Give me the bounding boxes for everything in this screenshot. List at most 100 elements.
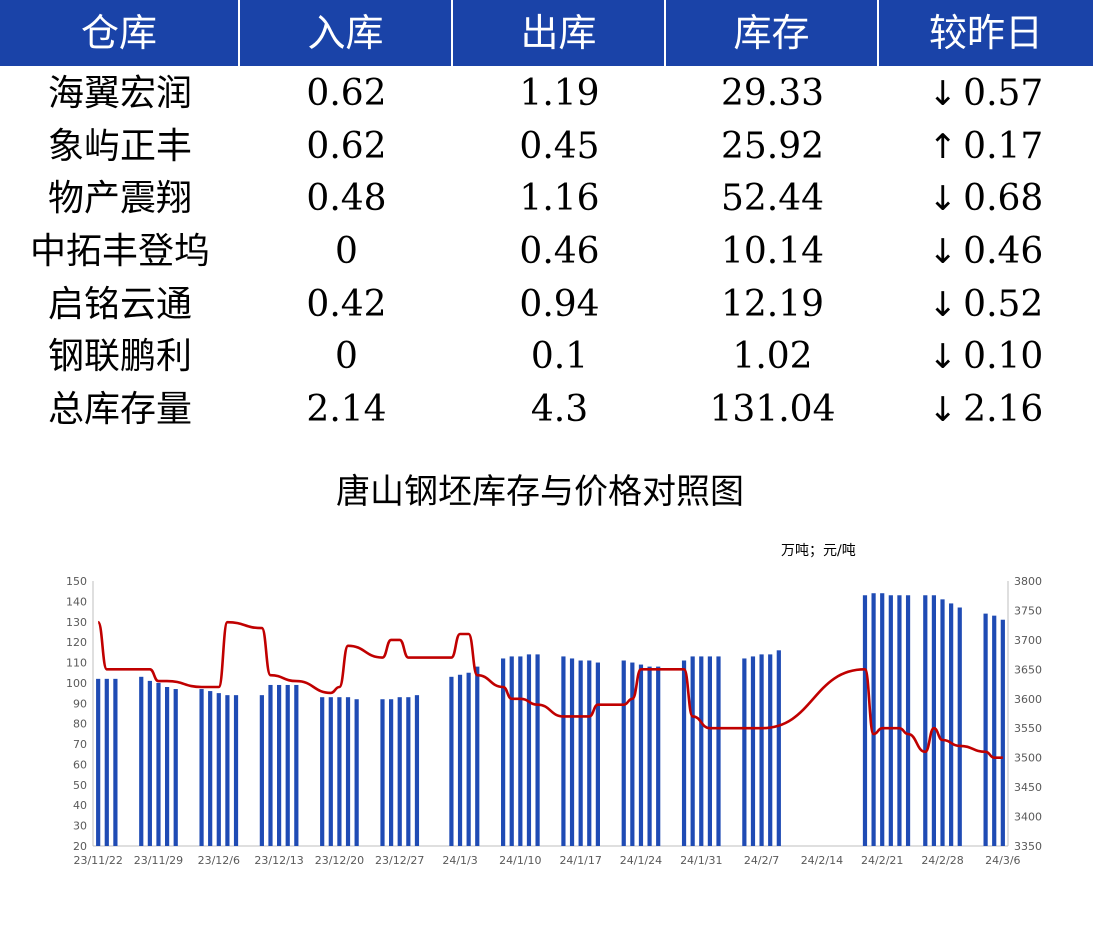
table-row: 物产震翔 0.48 1.16 52.44 ↓ 0.68 xyxy=(0,171,1093,224)
change-cell: ↓ 0.57 xyxy=(879,66,1093,119)
inventory-bar xyxy=(897,595,902,846)
change-cell: ↑ 0.17 xyxy=(879,119,1093,172)
warehouse-name: 海翼宏润 xyxy=(47,73,192,114)
inventory-bar xyxy=(750,656,756,846)
inventory-bar xyxy=(569,658,575,846)
y-right-tick-label: 3500 xyxy=(1014,752,1042,765)
table-row: 海翼宏润 0.62 1.19 29.33 ↓ 0.57 xyxy=(0,66,1093,119)
change-cell: ↓ 0.46 xyxy=(879,224,1093,277)
header-warehouse: 仓库 xyxy=(0,0,240,66)
outbound-value: 4.3 xyxy=(530,389,589,431)
y-right-tick-label: 3600 xyxy=(1014,693,1042,706)
x-tick-label: 24/1/31 xyxy=(680,854,722,867)
inventory-bar xyxy=(501,658,506,846)
inventory-bar xyxy=(681,660,687,846)
y-right-tick-label: 3550 xyxy=(1014,722,1042,735)
x-tick-label: 23/12/27 xyxy=(375,854,424,867)
inventory-bar xyxy=(199,689,204,846)
inventory-bar xyxy=(905,595,911,846)
x-tick-label: 24/2/28 xyxy=(921,854,963,867)
table-body: 海翼宏润 0.62 1.19 29.33 ↓ 0.57 象屿正丰 0.62 0.45 25.92 ↑… xyxy=(0,66,1093,435)
inventory-bar xyxy=(656,666,661,846)
inventory-bar xyxy=(216,693,221,846)
inventory-bar xyxy=(707,656,712,846)
inbound-value: 0.62 xyxy=(306,125,387,167)
inventory-bar xyxy=(587,660,592,846)
inbound-value: 0 xyxy=(335,231,358,273)
stock-value: 12.19 xyxy=(720,283,825,325)
inventory-bar xyxy=(147,680,152,846)
stock-value: 52.44 xyxy=(720,178,825,220)
stock-value: 131.04 xyxy=(709,389,836,431)
inventory-bar xyxy=(595,662,600,846)
inventory-bar xyxy=(518,656,523,846)
change-value: 0.46 xyxy=(963,231,1044,273)
arrow-up-icon: ↑ xyxy=(928,126,958,167)
y-left-tick-label: 60 xyxy=(73,758,87,771)
stock-value: 10.14 xyxy=(720,231,825,273)
inventory-bar xyxy=(466,672,471,846)
inventory-bar xyxy=(475,666,480,846)
inventory-bar xyxy=(164,687,170,846)
inventory-bar xyxy=(354,699,359,846)
change-cell: ↓ 0.52 xyxy=(879,277,1093,330)
stock-value: 29.33 xyxy=(720,73,825,114)
inventory-bar xyxy=(294,684,299,846)
x-tick-label: 24/1/17 xyxy=(559,854,601,867)
warehouse-name: 启铭云通 xyxy=(47,283,192,325)
table-row: 中拓丰登坞 0 0.46 10.14 ↓ 0.46 xyxy=(0,224,1093,277)
y-right-tick-label: 3700 xyxy=(1014,634,1042,647)
inbound-value: 0.42 xyxy=(306,283,387,325)
inventory-bar xyxy=(992,615,997,846)
x-tick-label: 23/12/6 xyxy=(198,854,240,867)
y-left-tick-label: 40 xyxy=(73,799,87,812)
inventory-bar xyxy=(259,695,264,846)
x-tick-label: 23/12/13 xyxy=(254,854,303,867)
table-header: 仓库 入库 出库 库存 较昨日 xyxy=(0,0,1093,66)
inventory-bar xyxy=(862,595,868,846)
inventory-bar xyxy=(173,689,178,846)
inventory-bar xyxy=(923,595,928,846)
warehouse-table: 仓库 入库 出库 库存 较昨日 海翼宏润 0.62 1.19 29.33 ↓ 0.57 象屿… xyxy=(0,0,1093,435)
inventory-bar xyxy=(277,684,282,846)
inventory-bar xyxy=(337,697,342,846)
inventory-bar xyxy=(345,697,351,846)
warehouse-name: 钢联鹏利 xyxy=(47,336,192,378)
inventory-bar xyxy=(208,691,213,846)
inventory-bar xyxy=(638,664,644,846)
inventory-bar xyxy=(768,654,773,846)
inventory-bar xyxy=(759,654,764,846)
table-row: 钢联鹏利 0 0.1 1.02 ↓ 0.10 xyxy=(0,329,1093,382)
inbound-value: 0.62 xyxy=(306,73,387,114)
y-right-tick-label: 3750 xyxy=(1014,604,1042,617)
table-row: 象屿正丰 0.62 0.45 25.92 ↑ 0.17 xyxy=(0,119,1093,172)
inventory-bar xyxy=(406,697,411,846)
change-cell: ↓ 0.10 xyxy=(879,329,1093,382)
arrow-down-icon: ↓ xyxy=(928,232,958,273)
change-value: 0.68 xyxy=(963,178,1044,220)
outbound-value: 0.94 xyxy=(519,283,600,325)
x-tick-label: 24/1/3 xyxy=(442,854,477,867)
inventory-bar xyxy=(716,656,721,846)
header-outbound: 出库 xyxy=(453,0,666,66)
arrow-down-icon: ↓ xyxy=(928,179,958,220)
inventory-bar xyxy=(380,699,385,846)
inventory-bar xyxy=(957,607,962,846)
inventory-bar xyxy=(621,660,626,846)
inbound-value: 0.48 xyxy=(306,178,387,220)
y-right-tick-label: 3350 xyxy=(1014,840,1042,853)
inventory-bar xyxy=(414,695,420,846)
chart-title: 唐山钢坯库存与价格对照图 xyxy=(336,472,744,512)
inventory-bar xyxy=(742,658,747,846)
inventory-bar xyxy=(931,595,937,846)
inventory-bar xyxy=(139,676,144,846)
inventory-bar xyxy=(880,593,885,846)
x-tick-label: 24/1/24 xyxy=(620,854,662,867)
price-line xyxy=(96,620,1003,759)
y-left-tick-label: 50 xyxy=(73,779,87,792)
outbound-value: 0.45 xyxy=(519,125,600,167)
warehouse-name: 中拓丰登坞 xyxy=(29,231,210,273)
arrow-down-icon: ↓ xyxy=(928,284,958,325)
outbound-value: 0.1 xyxy=(530,336,589,378)
inventory-bar xyxy=(449,676,454,846)
